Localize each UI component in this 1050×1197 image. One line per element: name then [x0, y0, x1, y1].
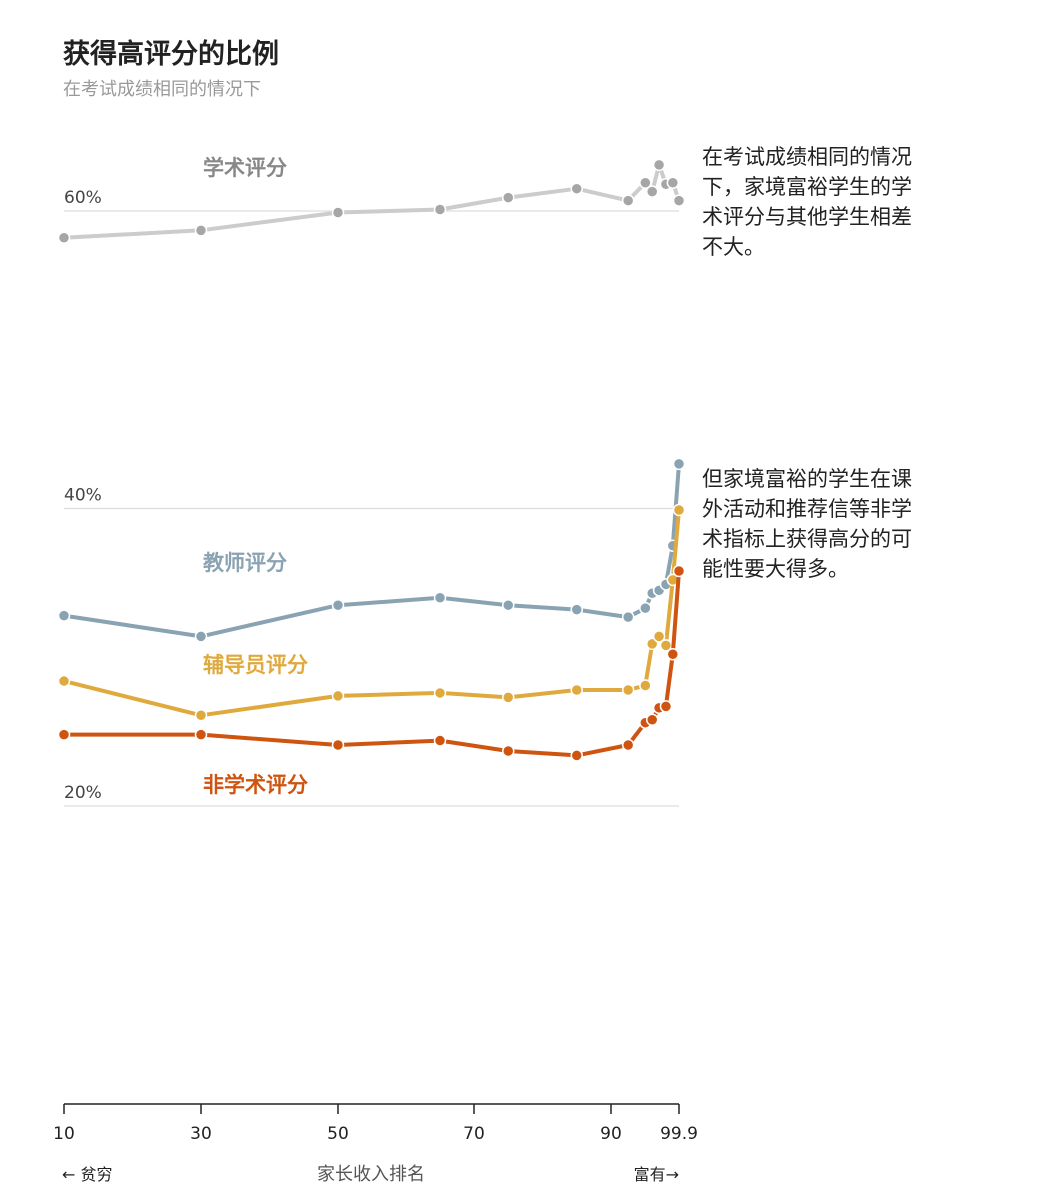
- x-axis-label: 家长收入排名: [317, 1164, 425, 1185]
- data-point-nonacademic: [645, 713, 659, 726]
- data-point-nonacademic: [502, 744, 515, 758]
- data-point-academic: [331, 206, 345, 219]
- data-point-counselor: [433, 686, 447, 700]
- data-point-counselor: [194, 709, 208, 722]
- data-point-academic: [621, 194, 635, 207]
- series-line-teacher: [62, 461, 681, 639]
- x-axis-rich-note: 富有→: [634, 1165, 679, 1184]
- series-label-academic: 学术评分: [203, 156, 287, 180]
- data-point-teacher: [331, 598, 345, 612]
- data-point-teacher: [433, 591, 447, 604]
- data-point-counselor: [57, 674, 71, 688]
- data-point-nonacademic: [57, 728, 71, 741]
- data-point-academic: [502, 191, 515, 204]
- data-point-nonacademic: [672, 564, 686, 578]
- data-point-academic: [433, 203, 447, 216]
- data-point-teacher: [639, 601, 652, 615]
- data-point-counselor: [621, 683, 635, 697]
- data-point-nonacademic: [666, 648, 680, 661]
- series-label-teacher: 教师评分: [203, 551, 287, 575]
- chart-title: 获得高评分的比例: [63, 39, 279, 70]
- data-point-teacher: [570, 603, 583, 616]
- data-point-teacher: [57, 609, 71, 622]
- chart-subtitle: 在考试成绩相同的情况下: [63, 79, 261, 100]
- x-tick-label: 90: [600, 1124, 622, 1144]
- series-label-counselor: 辅导员评分: [203, 653, 308, 677]
- data-point-academic: [645, 185, 659, 198]
- data-point-counselor: [672, 503, 686, 517]
- data-point-nonacademic: [621, 738, 635, 752]
- data-point-counselor: [502, 691, 515, 704]
- data-point-teacher: [621, 610, 635, 624]
- x-tick-label: 99.9: [660, 1124, 698, 1144]
- data-point-teacher: [502, 598, 515, 612]
- data-point-academic: [672, 194, 686, 207]
- data-point-academic: [570, 182, 583, 195]
- data-point-academic: [652, 158, 666, 172]
- data-point-counselor: [652, 630, 666, 643]
- data-point-nonacademic: [433, 734, 447, 747]
- data-point-counselor: [639, 679, 652, 692]
- data-point-teacher: [672, 457, 686, 471]
- data-point-nonacademic: [570, 749, 583, 762]
- annotation-nonacademic: 但家境富裕的学生在课外活动和推荐信等非学术指标上获得高分的可能性要大得多。: [702, 467, 912, 581]
- data-point-academic: [194, 224, 208, 237]
- series-line-academic: [62, 162, 681, 240]
- data-point-academic: [57, 231, 71, 245]
- data-point-counselor: [659, 639, 673, 652]
- data-point-counselor: [570, 683, 583, 697]
- data-point-nonacademic: [194, 728, 208, 741]
- data-point-nonacademic: [331, 738, 345, 752]
- data-point-academic: [666, 176, 680, 189]
- data-point-nonacademic: [659, 700, 673, 713]
- x-tick-label: 30: [190, 1124, 212, 1144]
- data-point-teacher: [194, 630, 208, 643]
- data-point-academic: [639, 176, 652, 189]
- series-line-nonacademic: [62, 569, 681, 758]
- x-tick-label: 10: [53, 1124, 75, 1144]
- y-tick-label: 20%: [64, 783, 102, 803]
- annotation-academic: 在考试成绩相同的情况下，家境富裕学生的学术评分与其他学生相差不大。: [702, 145, 912, 259]
- x-tick-label: 70: [463, 1124, 485, 1144]
- x-axis-poor-note: ← 贫穷: [62, 1165, 113, 1184]
- y-tick-label: 40%: [64, 486, 102, 506]
- data-point-counselor: [331, 689, 345, 703]
- x-tick-label: 50: [327, 1124, 349, 1144]
- y-tick-label: 60%: [64, 188, 102, 208]
- series-label-nonacademic: 非学术评分: [203, 773, 308, 797]
